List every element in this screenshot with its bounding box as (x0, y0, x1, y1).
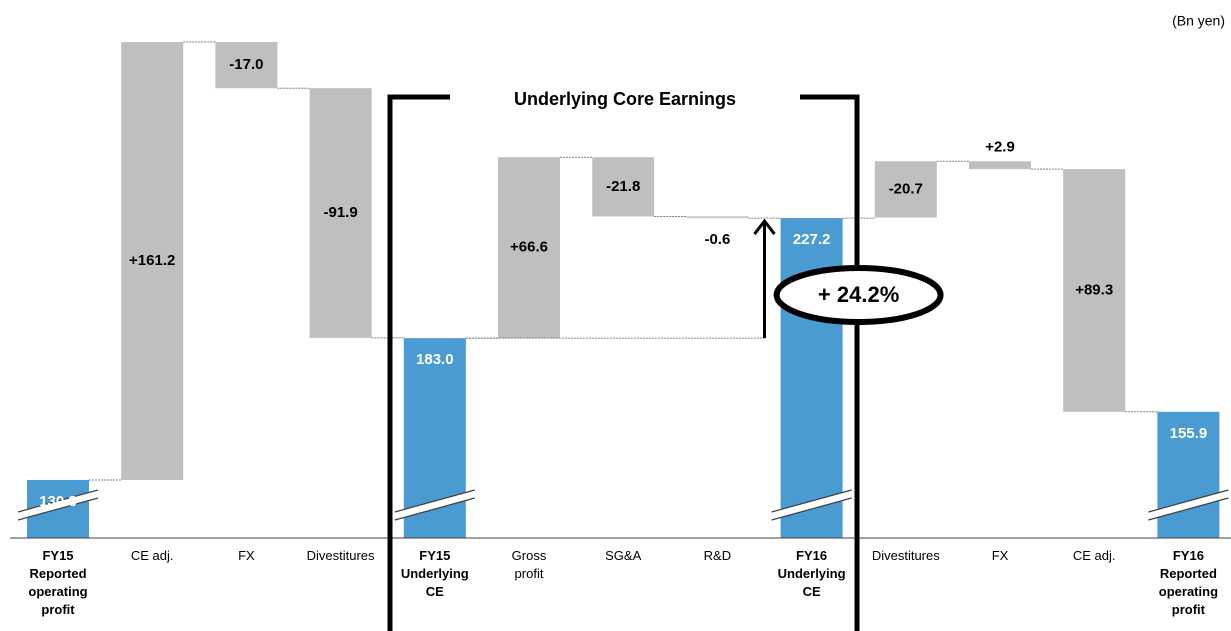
axis-break-line (17, 489, 99, 513)
bar (1157, 411, 1220, 538)
annotation-title: Underlying Core Earnings (514, 89, 736, 109)
value-label: -17.0 (229, 56, 263, 73)
axis-break (18, 490, 98, 520)
value-label: 183.0 (416, 351, 454, 368)
bar (874, 161, 937, 218)
x-tick-label: FX (238, 548, 255, 563)
value-label: +2.9 (985, 138, 1015, 155)
overlay: 130.8 +161.2 -17.0 -91.9 183.0 +66.6 -21.8 -0.6… (39, 56, 1207, 510)
x-tick-label: FX (992, 548, 1009, 563)
x-tick-label: R&D (704, 548, 731, 563)
axis-break (771, 490, 852, 520)
value-label: +89.3 (1075, 281, 1113, 298)
x-tick-label: Divestitures (872, 548, 940, 563)
growth-arrowhead (753, 218, 776, 235)
value-label: +66.6 (510, 239, 548, 256)
bar (686, 216, 749, 219)
bar (969, 161, 1031, 170)
bar (215, 42, 278, 89)
bar (780, 218, 843, 539)
x-tick-label: FY15 Reported operating profit (28, 548, 87, 617)
bar (498, 157, 560, 339)
x-tick-label: FY15 Underlying CE (401, 548, 469, 599)
bars: FY15 Reported operating profit CE adj. FX Dive… (17, 41, 1229, 617)
value-label: -20.7 (889, 180, 923, 197)
value-label: +161.2 (129, 252, 175, 269)
x-tick-label: CE adj. (131, 548, 174, 563)
axis-break-line (1148, 497, 1229, 521)
value-label: -21.8 (606, 178, 640, 195)
x-tick-label: CE adj. (1073, 548, 1116, 563)
bar (309, 88, 372, 338)
x-tick-label: FY16 Reported operating profit (1159, 548, 1218, 617)
axis-break (1148, 490, 1229, 520)
x-tick-label: FY16 Underlying CE (778, 548, 846, 599)
axis-break-line (17, 497, 99, 521)
bar (592, 157, 655, 217)
value-label: 227.2 (793, 231, 831, 248)
growth-label: + 24.2% (818, 282, 899, 307)
x-tick-label: Gross profit (512, 548, 547, 581)
axis-break-line (394, 489, 475, 513)
axis-break-line (771, 497, 852, 521)
unit-label: (Bn yen) (1172, 13, 1225, 29)
value-label: 130.8 (39, 493, 77, 510)
bar (121, 42, 184, 480)
axis-break-line (1148, 489, 1229, 513)
axis-break (394, 490, 475, 520)
value-label: -0.6 (704, 231, 730, 248)
axis-break-line (394, 497, 475, 521)
axis-break-line (771, 489, 852, 513)
bar (1063, 169, 1126, 412)
value-label: -91.9 (323, 204, 357, 221)
growth-ellipse (773, 265, 944, 325)
x-tick-label: SG&A (605, 548, 641, 563)
bracket (387, 94, 860, 631)
x-tick-label: Divestitures (307, 548, 375, 563)
value-label: 155.9 (1170, 425, 1208, 442)
